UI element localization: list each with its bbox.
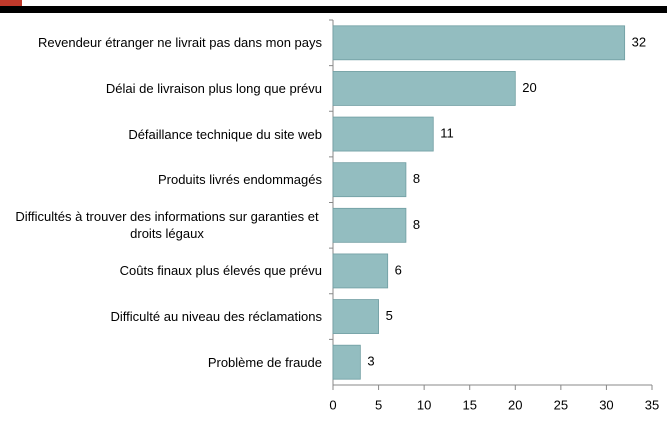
category-text: Défaillance technique du site web: [128, 126, 322, 142]
value-label: 3: [367, 354, 374, 369]
category-label: Coûts finaux plus élevés que prévu: [0, 248, 322, 294]
value-label: 20: [522, 80, 536, 95]
category-text: Revendeur étranger ne livrait pas dans m…: [38, 35, 322, 51]
value-label: 8: [413, 217, 420, 232]
header-bar: [0, 6, 667, 13]
bar: [332, 299, 379, 334]
category-label: Difficultés à trouver des informations s…: [0, 203, 322, 249]
x-tick-label: 30: [599, 397, 613, 412]
category-label: Difficulté au niveau des réclamations: [0, 294, 323, 340]
value-label: 5: [386, 308, 393, 323]
x-tick-label: 0: [329, 397, 336, 412]
category-text: Coûts finaux plus élevés que prévu: [119, 263, 322, 279]
category-label: Défaillance technique du site web: [0, 111, 322, 157]
x-tick-label: 25: [554, 397, 568, 412]
category-label: Revendeur étranger ne livrait pas dans m…: [0, 20, 322, 66]
value-label: 8: [413, 171, 420, 186]
category-text: Problème de fraude: [207, 354, 322, 370]
header-accent: [0, 0, 22, 6]
bar: [332, 25, 626, 61]
value-label: 32: [632, 34, 646, 49]
category-text: Difficultés à trouver des informations s…: [15, 209, 319, 242]
value-label: 6: [395, 262, 402, 277]
category-label: Problème de fraude: [0, 339, 322, 385]
bar: [332, 71, 516, 106]
x-tick-label: 35: [645, 397, 659, 412]
category-text: Produits livrés endommagés: [157, 172, 322, 188]
x-tick-label: 10: [417, 397, 431, 412]
bar: [332, 207, 407, 243]
bar: [332, 162, 407, 198]
bar: [332, 344, 361, 380]
x-tick-label: 15: [462, 397, 476, 412]
bar: [332, 253, 389, 289]
value-label: 11: [440, 126, 454, 141]
x-tick-label: 20: [508, 397, 522, 412]
x-tick-label: 5: [375, 397, 382, 412]
category-text: Délai de livraison plus long que prévu: [105, 80, 322, 96]
category-label: Produits livrés endommagés: [0, 157, 322, 203]
category-text: Difficulté au niveau des réclamations: [110, 309, 323, 325]
category-label: Délai de livraison plus long que prévu: [0, 66, 322, 112]
bar: [332, 116, 434, 152]
